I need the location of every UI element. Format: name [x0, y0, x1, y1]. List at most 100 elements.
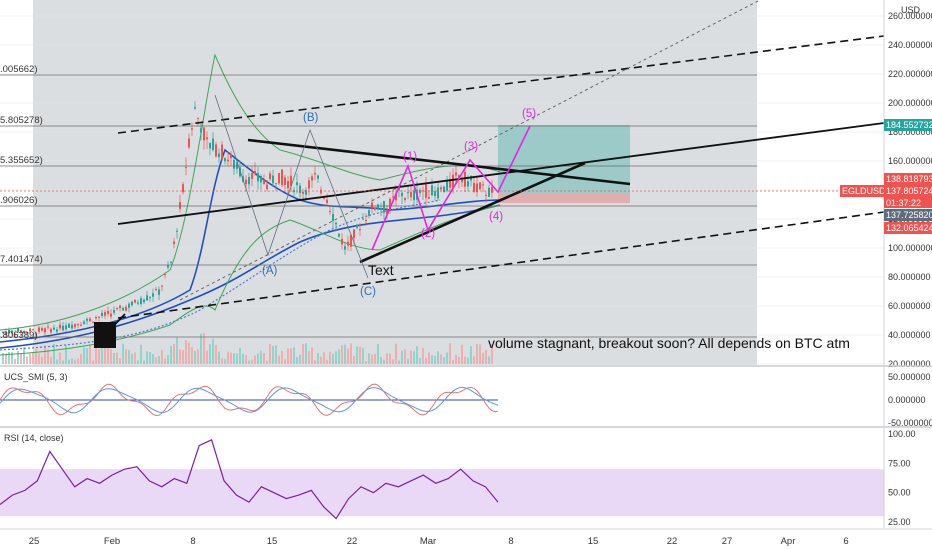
candle-body — [95, 317, 97, 319]
volume-bar — [68, 359, 70, 364]
candle-body — [287, 181, 289, 189]
volume-bar — [449, 343, 451, 364]
volume-bar — [293, 347, 295, 364]
candle-body — [158, 289, 160, 295]
volume-bar — [206, 350, 208, 364]
volume-bar — [5, 353, 7, 364]
volume-bar — [110, 349, 112, 364]
candle-body — [305, 189, 307, 195]
volume-bar — [467, 357, 469, 364]
rsi-pane: RSI (14, close) 100.00 75.00 50.00 25.00 — [0, 428, 916, 528]
volume-bar — [248, 360, 250, 364]
candle-body — [233, 159, 235, 169]
candle-body — [371, 202, 373, 208]
candle-body — [272, 175, 274, 184]
candle-body — [62, 325, 64, 331]
channel-top-dashed — [117, 35, 884, 134]
candle-body — [356, 224, 358, 228]
candle-body — [221, 144, 223, 160]
price-tick-label: 40.000000 — [888, 330, 931, 340]
channel-far-dotted — [179, 0, 761, 301]
channel-bottom-dashed — [117, 211, 884, 319]
candle-body — [167, 264, 169, 268]
candle-body — [146, 295, 148, 301]
volume-bar — [128, 350, 130, 364]
candle-body — [347, 241, 349, 246]
chart-annotation: volume stagnant, breakout soon? All depe… — [488, 335, 850, 351]
candle-body — [437, 187, 439, 199]
volume-bar — [239, 347, 241, 364]
volume-bar — [53, 343, 55, 364]
candle-body — [17, 328, 19, 332]
volume-bar — [23, 347, 25, 364]
volume-bar — [134, 352, 136, 364]
impulse-labels: (1) (2) (3) (4) (5) — [403, 108, 536, 240]
rsi-tick-label: 25.00 — [888, 517, 911, 527]
volume-bar — [272, 345, 274, 364]
candle-body — [413, 190, 415, 201]
smi-line-blue — [0, 386, 499, 414]
elliott-wave-path — [371, 125, 531, 251]
volume-bar — [77, 358, 79, 364]
candle-body — [386, 209, 388, 215]
candle-body — [116, 307, 118, 309]
candle-body — [89, 318, 91, 322]
volume-bar — [197, 349, 199, 364]
level-label-5: 7.401474) — [0, 254, 43, 265]
volume-bar — [122, 343, 124, 364]
time-tick-label: 22 — [667, 536, 678, 547]
candle-body — [341, 238, 343, 245]
candle-body — [179, 202, 181, 209]
volume-bar — [119, 357, 121, 364]
price-tick-label: 180.000000 — [888, 127, 932, 137]
candle-body — [479, 182, 481, 190]
left-level-labels: .005662) 5.805278) 5.355652) .906026) 7.… — [0, 64, 43, 341]
triangle-upper — [247, 138, 631, 186]
symbol-tag-text: EGLDUSD — [842, 186, 886, 196]
candle-body — [455, 172, 457, 176]
candle-body — [452, 174, 454, 188]
volume-bar — [359, 346, 361, 364]
volume-bar — [365, 360, 367, 364]
volume-bar — [362, 347, 364, 364]
volume-bar — [356, 346, 358, 364]
volume-bar — [314, 360, 316, 364]
volume-bar — [14, 358, 16, 364]
time-tick-label: 15 — [588, 536, 599, 547]
volume-bar — [395, 343, 397, 364]
candle-body — [56, 329, 58, 332]
volume-bar — [299, 354, 301, 364]
volume-bar — [218, 351, 220, 364]
volume-bar — [167, 354, 169, 364]
marker-box — [94, 322, 116, 348]
candle-body — [200, 128, 202, 133]
volume-bar — [230, 352, 232, 364]
candle-body — [485, 194, 487, 196]
candle-body — [197, 117, 199, 119]
candle-body — [140, 298, 142, 304]
time-axis: 25 Feb 8 15 22 Mar 8 15 22 27 Apr 6 — [0, 528, 932, 547]
candle-body — [422, 190, 424, 192]
volume-bar — [374, 353, 376, 364]
volume-bar — [56, 359, 58, 364]
candle-body — [101, 312, 103, 316]
candle-body — [311, 176, 313, 181]
candle-body — [491, 186, 493, 193]
volume-bar — [158, 356, 160, 364]
candle-body — [338, 233, 340, 237]
candle-body — [365, 219, 367, 221]
price-tag-high-text: 138.818793 — [886, 174, 932, 184]
volume-bar — [149, 352, 151, 364]
volume-bar — [194, 350, 196, 364]
price-tag-current-text: 137.805724 — [886, 186, 932, 196]
volume-bar — [389, 353, 391, 364]
volume-bar — [284, 359, 286, 364]
candle-body — [389, 198, 391, 210]
candle-body — [185, 167, 187, 169]
candle-body — [368, 210, 370, 216]
volume-bar — [140, 344, 142, 364]
shaded-range — [33, 0, 757, 365]
volume-bar — [341, 345, 343, 364]
candle-body — [359, 229, 361, 231]
